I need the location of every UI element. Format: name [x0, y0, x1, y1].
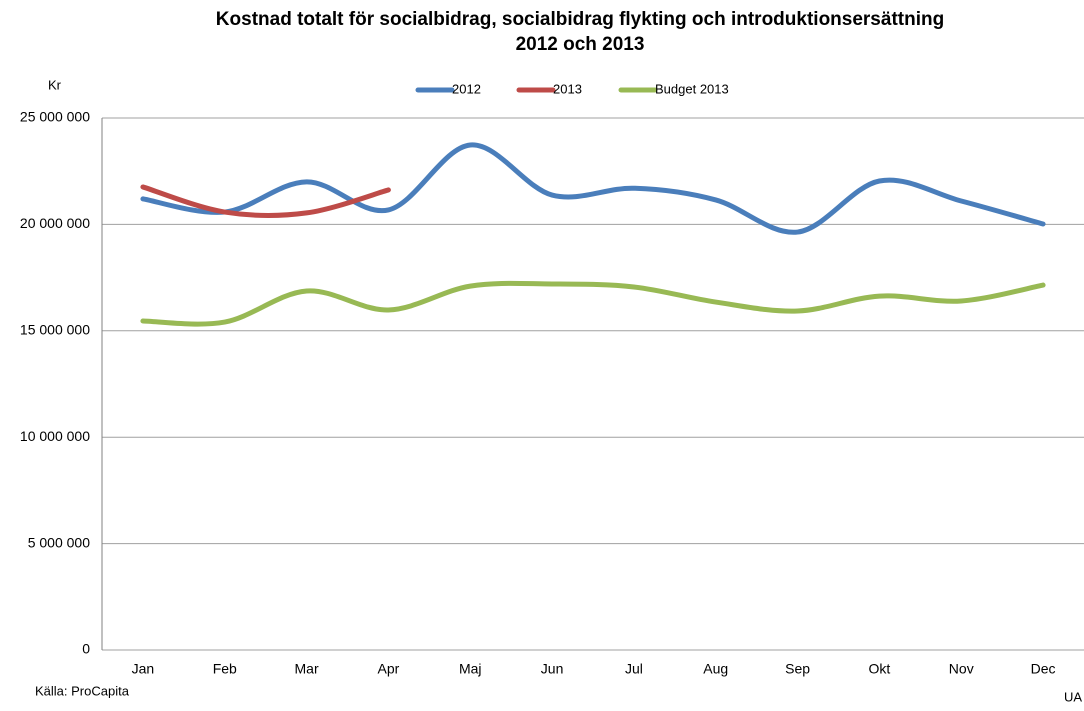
legend-label: 2012: [452, 81, 481, 96]
x-tick-label: Okt: [869, 661, 891, 677]
x-tick-label: Aug: [703, 661, 728, 677]
x-tick-label: Mar: [295, 661, 319, 677]
y-axis-label: Kr: [48, 77, 62, 92]
footer: UA: [1064, 689, 1082, 704]
x-tick-label: Jun: [541, 661, 564, 677]
y-tick-label: 10 000 000: [20, 428, 90, 444]
x-tick-label: Sep: [785, 661, 810, 677]
series-line: [140, 142, 1046, 235]
legend-label: 2013: [553, 81, 582, 96]
source: Källa: ProCapita: [35, 683, 130, 698]
x-tick-label: Maj: [459, 661, 482, 677]
legend-label: Budget 2013: [655, 81, 729, 96]
chart-title: 2012 och 2013: [516, 34, 645, 55]
y-tick-label: 0: [82, 641, 90, 657]
x-tick-label: Feb: [213, 661, 237, 677]
y-tick-label: 5 000 000: [28, 534, 90, 550]
y-tick-label: 25 000 000: [20, 109, 90, 125]
y-tick-label: 20 000 000: [20, 215, 90, 231]
x-tick-label: Dec: [1031, 661, 1056, 677]
series-line: [140, 184, 391, 218]
x-tick-label: Nov: [949, 661, 974, 677]
x-tick-label: Apr: [378, 661, 400, 677]
y-tick-label: 15 000 000: [20, 322, 90, 338]
chart-title: Kostnad totalt för socialbidrag, socialb…: [216, 9, 944, 30]
series-line: [140, 280, 1046, 327]
x-tick-label: Jan: [132, 661, 155, 677]
x-tick-label: Jul: [625, 661, 643, 677]
